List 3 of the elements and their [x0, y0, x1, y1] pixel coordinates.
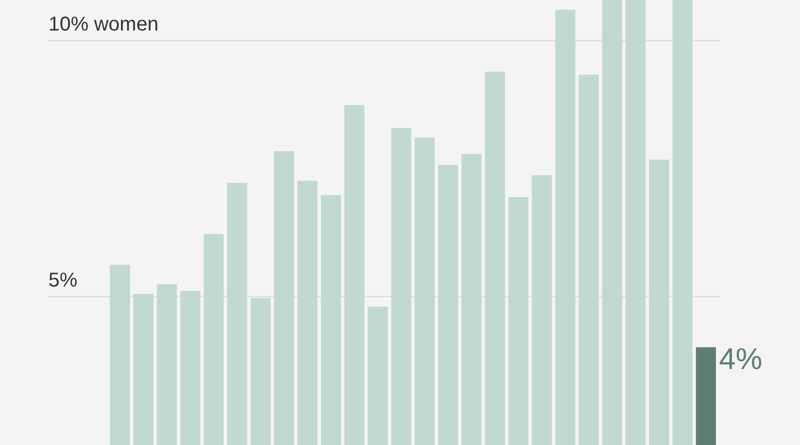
y-tick-label: 5%: [48, 269, 78, 292]
y-tick-label: 10% women: [48, 13, 159, 36]
data-label: 4%: [718, 343, 762, 376]
